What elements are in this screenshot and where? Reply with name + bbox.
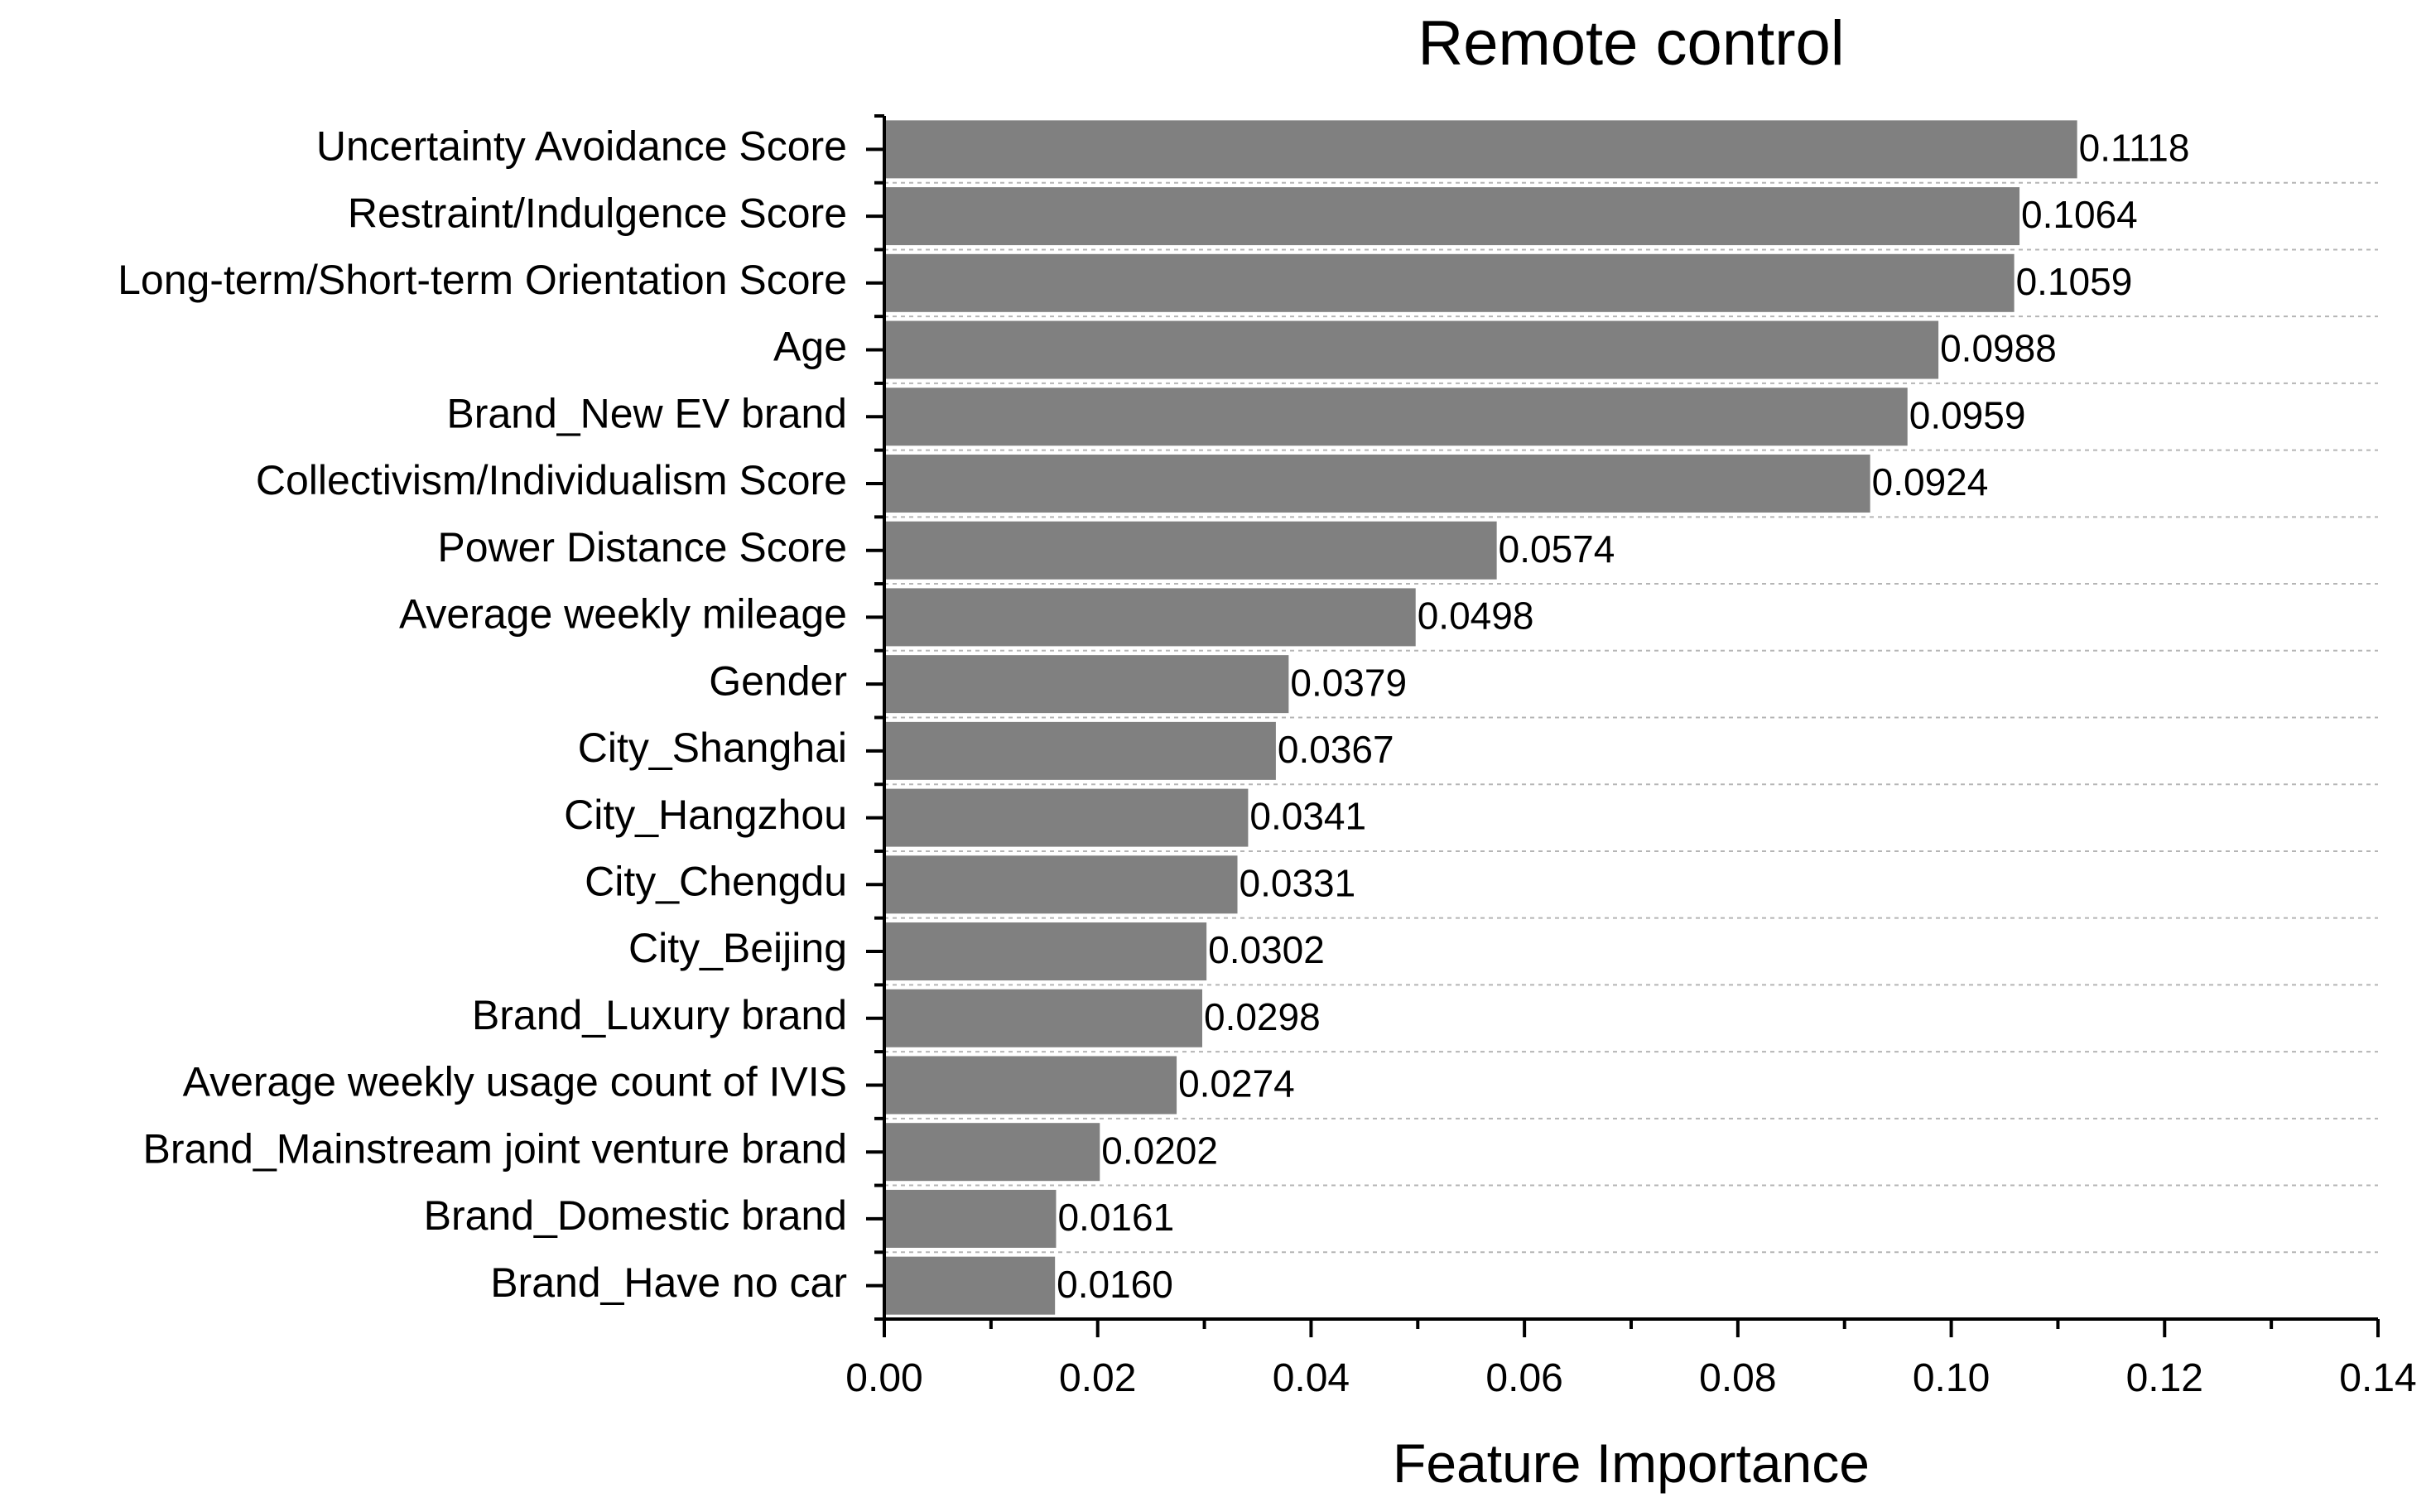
category-label: Uncertainty Avoidance Score: [316, 123, 847, 170]
data-label: 0.0331: [1240, 861, 1356, 904]
data-label: 0.0379: [1290, 661, 1407, 704]
x-axis-title: Feature Importance: [1393, 1433, 1870, 1494]
category-label: Gender: [709, 657, 847, 704]
x-tick-label: 0.06: [1485, 1356, 1562, 1400]
data-label: 0.0367: [1278, 728, 1394, 771]
x-tick-label: 0.14: [2339, 1356, 2416, 1400]
data-label: 0.0924: [1872, 460, 1989, 503]
category-label: City_Chengdu: [585, 859, 847, 905]
data-label: 0.0302: [1208, 928, 1325, 971]
data-label: 0.0574: [1499, 527, 1615, 571]
bar: [884, 320, 1939, 379]
category-label: Brand_Luxury brand: [472, 992, 847, 1038]
data-label: 0.0298: [1204, 995, 1321, 1038]
bar: [884, 1189, 1057, 1248]
category-label: Average weekly usage count of IVIS: [183, 1059, 847, 1105]
data-label: 0.0161: [1057, 1196, 1174, 1239]
category-label: Power Distance Score: [437, 524, 847, 571]
bar: [884, 655, 1289, 714]
data-label: 0.0341: [1249, 795, 1366, 838]
label-layer: Uncertainty Avoidance Score 0.1118 Restrai…: [118, 123, 2417, 1400]
bar: [884, 1123, 1100, 1182]
bar-layer: [884, 120, 2077, 1315]
category-label: Average weekly mileage: [399, 591, 847, 638]
data-label: 0.1059: [2016, 260, 2133, 303]
bar: [884, 1256, 1056, 1315]
bar: [884, 120, 2077, 179]
bar: [884, 588, 1416, 647]
bar: [884, 454, 1870, 513]
data-label: 0.0959: [1909, 393, 2026, 436]
category-label: City_Shanghai: [578, 725, 847, 771]
category-label: Age: [773, 324, 847, 370]
category-label: Collectivism/Individualism Score: [256, 457, 847, 503]
bar: [884, 1056, 1177, 1115]
bar: [884, 989, 1202, 1047]
bar: [884, 855, 1238, 914]
data-label: 0.0160: [1057, 1263, 1173, 1306]
category-label: City_Beijing: [628, 925, 847, 971]
category-label: Brand_Domestic brand: [424, 1192, 847, 1239]
category-label: Brand_Have no car: [490, 1259, 847, 1306]
category-label: Long-term/Short-term Orientation Score: [118, 257, 847, 303]
x-tick-label: 0.10: [1913, 1356, 1990, 1400]
category-label: Brand_Mainstream joint venture brand: [143, 1125, 847, 1172]
data-label: 0.0988: [1940, 327, 2057, 370]
bar: [884, 922, 1207, 981]
x-tick-label: 0.04: [1273, 1356, 1350, 1400]
bar: [884, 721, 1276, 780]
bar: [884, 187, 2020, 246]
data-label: 0.0274: [1178, 1062, 1295, 1105]
data-label: 0.1118: [2079, 127, 2190, 170]
x-tick-label: 0.00: [845, 1356, 922, 1400]
axis-layer: [866, 114, 2380, 1337]
x-tick-label: 0.02: [1059, 1356, 1136, 1400]
data-label: 0.0202: [1101, 1129, 1218, 1172]
category-label: Restraint/Indulgence Score: [348, 190, 847, 236]
bar: [884, 253, 2015, 312]
x-tick-label: 0.08: [1699, 1356, 1776, 1400]
data-label: 0.0498: [1418, 595, 1534, 638]
data-label: 0.1064: [2021, 193, 2138, 236]
x-tick-label: 0.12: [2126, 1356, 2203, 1400]
grid-layer: [884, 181, 2378, 1254]
category-label: Brand_New EV brand: [446, 390, 847, 436]
chart-title: Remote control: [1418, 8, 1844, 79]
category-label: City_Hangzhou: [564, 792, 847, 838]
bar: [884, 388, 1908, 446]
bar: [884, 521, 1497, 580]
bar: [884, 788, 1249, 847]
